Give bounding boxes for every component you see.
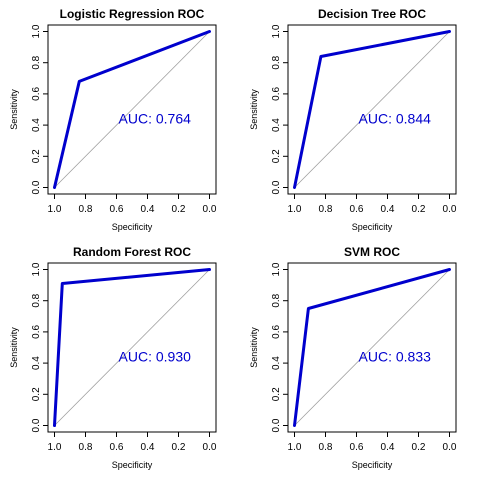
x-tick-label: 0.4 [381, 442, 395, 453]
roc-curve [53, 268, 211, 427]
panel-random-forest: Random Forest ROC 1.0 0.8 0.6 0.4 0.2 0.0 0.0 0.… [9, 245, 217, 470]
x-tick-label: 0.0 [443, 204, 457, 215]
plot-frame [47, 24, 217, 195]
y-tick-label: 0.6 [271, 325, 282, 339]
panel-decision-tree: Decision Tree ROC 1.0 0.8 0.6 0.4 0.2 0.0 0.0 0.… [249, 7, 457, 232]
roc-curve [53, 30, 211, 189]
y-tick-label: 0.4 [271, 356, 282, 370]
x-tick-label: 0.8 [79, 442, 93, 453]
x-tick-label: 0.6 [350, 442, 364, 453]
y-tick-label: 0.2 [31, 387, 42, 401]
y-tick-label: 0.8 [31, 293, 42, 307]
y-tick-label: 1.0 [31, 262, 42, 276]
x-tick-label: 0.8 [319, 442, 333, 453]
y-tick-label: 0.0 [31, 180, 42, 194]
x-tick-label: 1.0 [288, 442, 302, 453]
y-axis-label: Sensitivity [249, 327, 259, 368]
plot-frame [287, 262, 457, 433]
y-tick-label: 0.6 [31, 87, 42, 101]
auc-annotation: AUC: 0.833 [359, 349, 432, 365]
y-tick-label: 0.0 [271, 418, 282, 432]
y-tick-label: 0.8 [271, 55, 282, 69]
reference-diagonal [54, 31, 210, 188]
plot-frame [287, 24, 457, 195]
roc-curve [293, 268, 451, 427]
y-tick-label: 1.0 [31, 24, 42, 38]
y-tick-label: 0.8 [31, 55, 42, 69]
y-tick-label: 0.2 [271, 387, 282, 401]
x-tick-label: 1.0 [48, 204, 62, 215]
x-tick-label: 0.2 [412, 204, 426, 215]
x-tick-label: 0.6 [110, 442, 124, 453]
reference-diagonal [294, 269, 450, 426]
x-axis-label: Specificity [352, 222, 393, 232]
x-axis-label: Specificity [112, 460, 153, 470]
x-tick-label: 0.8 [319, 204, 333, 215]
reference-diagonal [294, 31, 450, 188]
chart-title: Random Forest ROC [73, 245, 191, 259]
plot-frame [47, 262, 217, 433]
y-axis-label: Sensitivity [9, 89, 19, 130]
x-axis-label: Specificity [112, 222, 153, 232]
y-tick-label: 1.0 [271, 262, 282, 276]
x-tick-label: 0.8 [79, 204, 93, 215]
y-axis-label: Sensitivity [9, 327, 19, 368]
y-tick-label: 0.2 [271, 149, 282, 163]
y-tick-label: 0.4 [31, 356, 42, 370]
chart-title: Logistic Regression ROC [60, 7, 205, 21]
y-axis-label: Sensitivity [249, 89, 259, 130]
reference-diagonal [54, 269, 210, 426]
x-tick-label: 0.6 [110, 204, 124, 215]
y-tick-label: 0.6 [31, 325, 42, 339]
y-tick-label: 0.4 [271, 118, 282, 132]
y-tick-label: 0.8 [271, 293, 282, 307]
chart-title: SVM ROC [344, 245, 400, 259]
y-tick-label: 0.4 [31, 118, 42, 132]
x-tick-label: 1.0 [48, 442, 62, 453]
x-tick-label: 0.0 [203, 442, 217, 453]
x-tick-label: 0.4 [141, 442, 155, 453]
x-tick-label: 0.2 [412, 442, 426, 453]
y-tick-label: 0.0 [31, 418, 42, 432]
x-tick-label: 0.4 [141, 204, 155, 215]
roc-curve [293, 30, 451, 189]
y-tick-label: 0.6 [271, 87, 282, 101]
x-axis-label: Specificity [352, 460, 393, 470]
y-tick-label: 0.0 [271, 180, 282, 194]
x-tick-label: 0.2 [172, 442, 186, 453]
panel-svm: SVM ROC 1.0 0.8 0.6 0.4 0.2 0.0 0.0 0.2 0.4 0.6 0.8… [249, 245, 457, 470]
x-tick-label: 0.6 [350, 204, 364, 215]
y-tick-label: 0.2 [31, 149, 42, 163]
y-tick-label: 1.0 [271, 24, 282, 38]
chart-title: Decision Tree ROC [318, 7, 426, 21]
x-tick-label: 1.0 [288, 204, 302, 215]
x-tick-label: 0.4 [381, 204, 395, 215]
auc-annotation: AUC: 0.844 [359, 111, 432, 127]
panel-logistic-regression: Logistic Regression ROC 1.0 0.8 0.6 0.4 0.2 0.… [9, 7, 217, 232]
x-tick-label: 0.2 [172, 204, 186, 215]
auc-annotation: AUC: 0.930 [119, 349, 192, 365]
x-tick-label: 0.0 [203, 204, 217, 215]
auc-annotation: AUC: 0.764 [119, 111, 192, 127]
x-tick-label: 0.0 [443, 442, 457, 453]
